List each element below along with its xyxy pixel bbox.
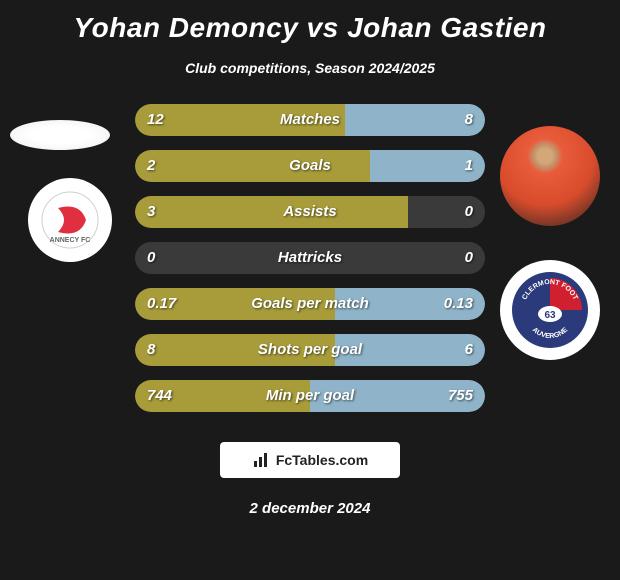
- stat-row: 00Hattricks: [135, 242, 485, 274]
- date-label: 2 december 2024: [0, 500, 620, 517]
- stat-row: 21Goals: [135, 150, 485, 182]
- stat-label: Assists: [135, 196, 485, 228]
- player2-name: Johan Gastien: [347, 12, 546, 43]
- stat-label: Matches: [135, 104, 485, 136]
- stat-label: Hattricks: [135, 242, 485, 274]
- stat-row: 86Shots per goal: [135, 334, 485, 366]
- stat-row: 744755Min per goal: [135, 380, 485, 412]
- stat-label: Shots per goal: [135, 334, 485, 366]
- page-title: Yohan Demoncy vs Johan Gastien: [0, 0, 620, 44]
- logo-text: FcTables.com: [276, 452, 368, 468]
- comparison-chart: 128Matches 21Goals 30Assists 00Hattricks 0.1…: [0, 104, 620, 424]
- stat-row: 0.170.13Goals per match: [135, 288, 485, 320]
- fctables-logo: FcTables.com: [220, 442, 400, 478]
- stat-row: 128Matches: [135, 104, 485, 136]
- subtitle: Club competitions, Season 2024/2025: [0, 60, 620, 76]
- stat-row: 30Assists: [135, 196, 485, 228]
- chart-icon: [252, 451, 270, 469]
- title-vs: vs: [307, 12, 339, 43]
- stat-label: Goals: [135, 150, 485, 182]
- stat-label: Goals per match: [135, 288, 485, 320]
- stat-label: Min per goal: [135, 380, 485, 412]
- player1-name: Yohan Demoncy: [74, 12, 299, 43]
